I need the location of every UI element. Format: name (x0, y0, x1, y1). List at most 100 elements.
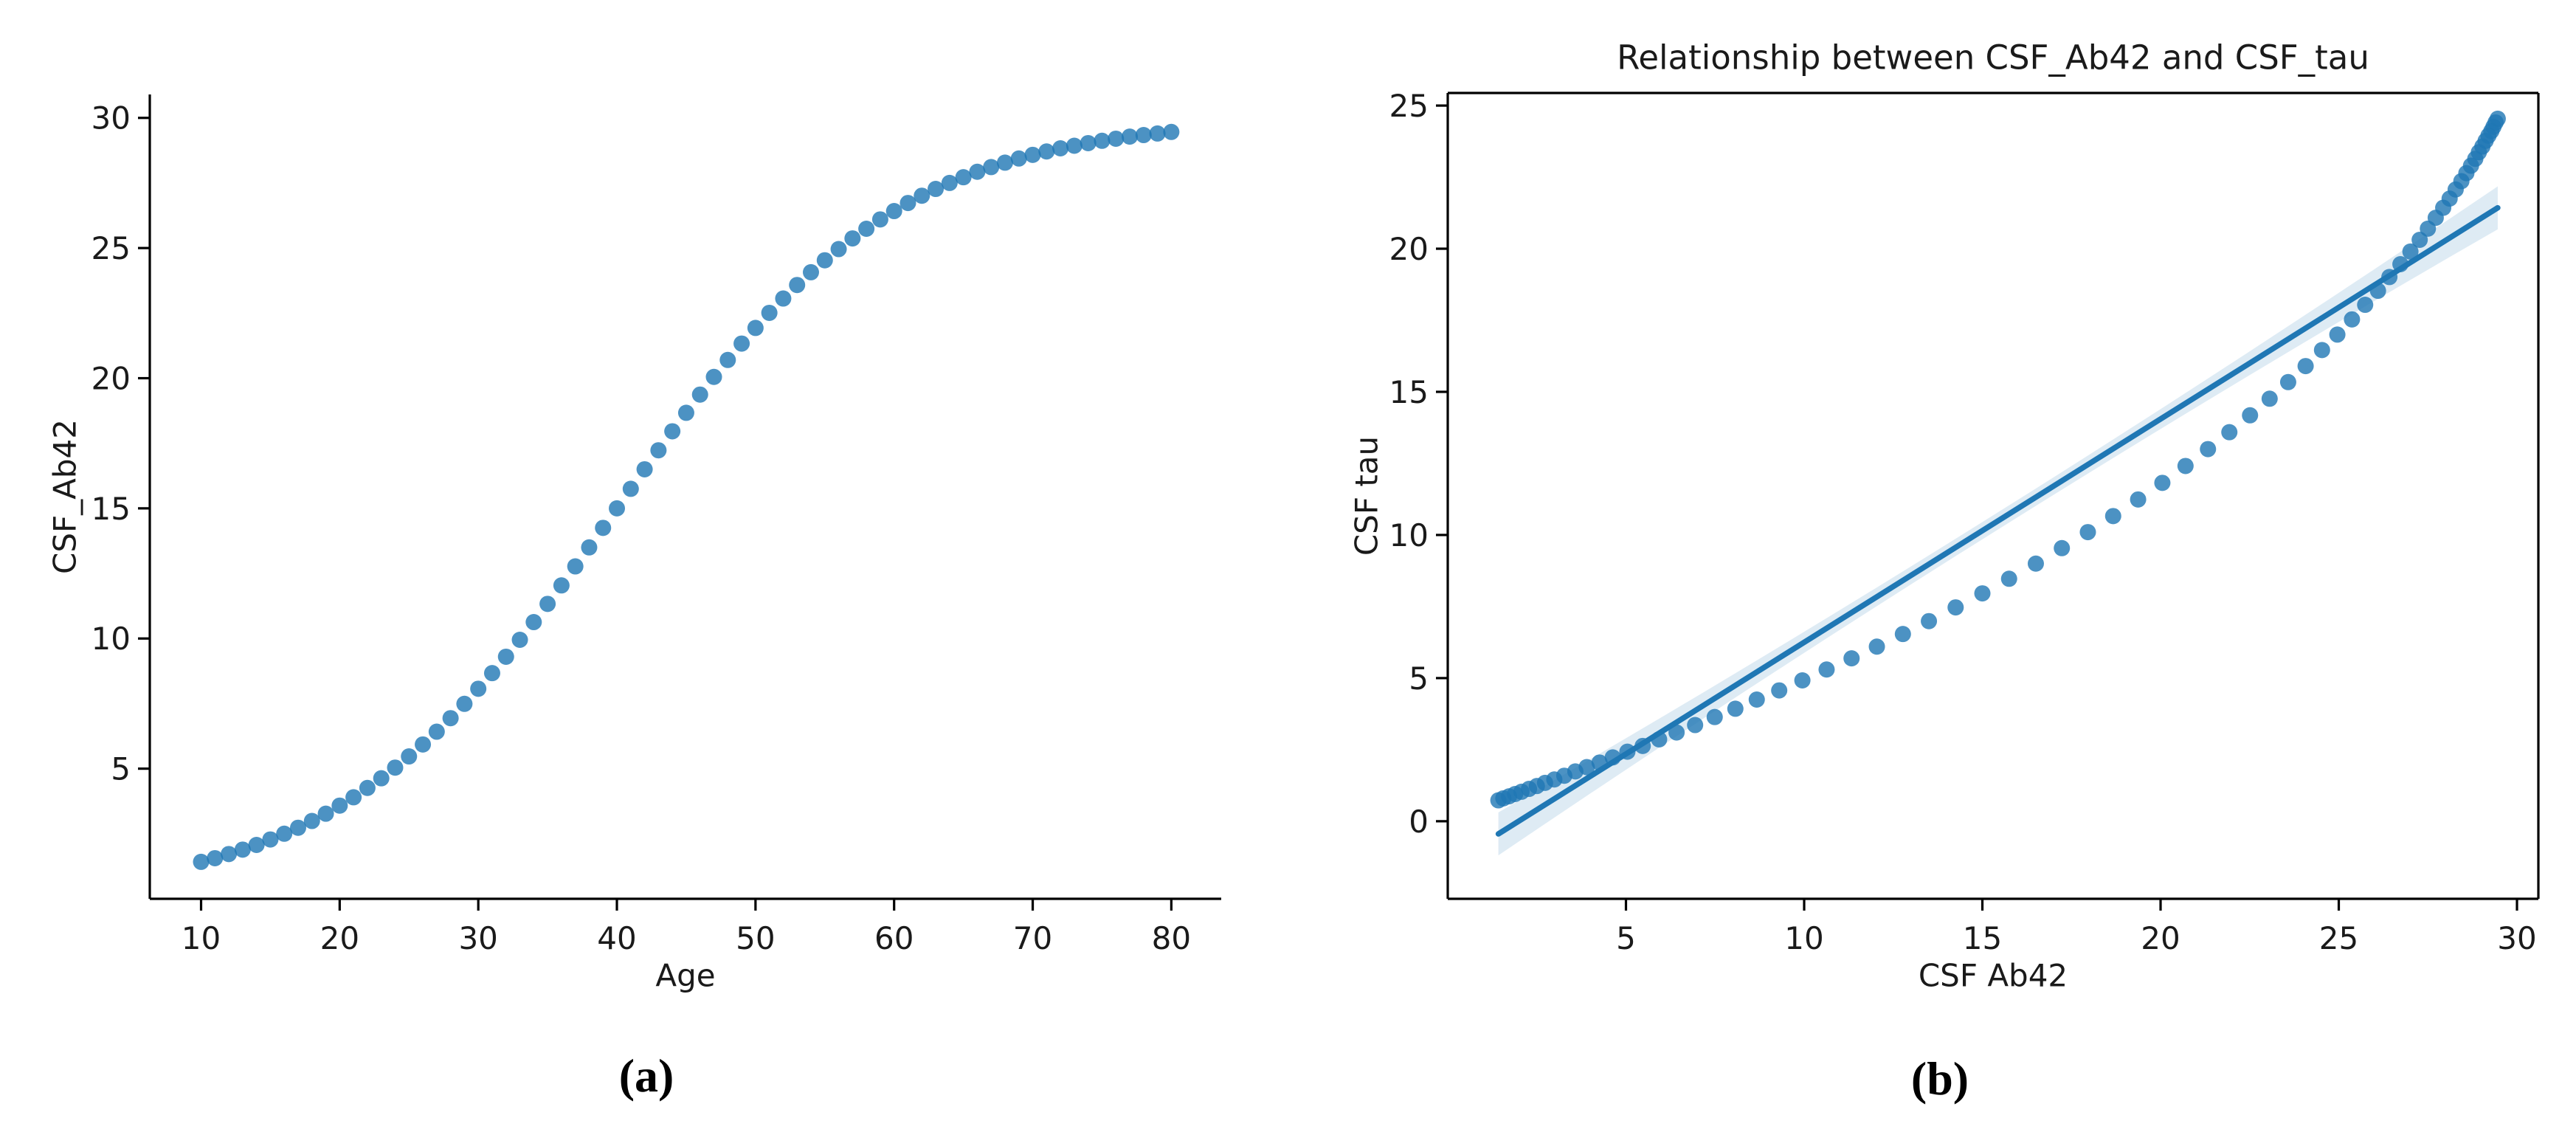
scatter-point (1634, 737, 1651, 754)
y-tick-label: 25 (1389, 88, 1429, 124)
y-tick-label: 0 (1409, 804, 1429, 840)
plot-b-xlabel: CSF Ab42 (1918, 957, 2068, 994)
scatter-point (345, 789, 362, 806)
scatter-point (1163, 123, 1180, 140)
panel-label-b: (b) (1910, 1052, 1969, 1105)
scatter-point (1947, 599, 1964, 616)
x-tick-label: 20 (2141, 920, 2180, 956)
scatter-point (221, 846, 238, 863)
scatter-point (359, 779, 376, 796)
scatter-point (1122, 128, 1139, 145)
y-tick-label: 15 (91, 491, 131, 527)
scatter-point (262, 831, 279, 848)
scatter-point (2242, 407, 2259, 424)
panel-label-a: (a) (618, 1049, 674, 1102)
scatter-point (553, 577, 570, 594)
scatter-point (1578, 759, 1595, 776)
scatter-point (1868, 638, 1885, 655)
scatter-point (428, 723, 445, 740)
scatter-point (928, 181, 945, 198)
scatter-point (941, 174, 958, 191)
scatter-point (914, 187, 930, 204)
scatter-point (1706, 708, 1723, 725)
scatter-point (2357, 297, 2374, 314)
scatter-point (871, 211, 888, 228)
x-tick-label: 40 (597, 920, 636, 956)
scatter-point (761, 304, 778, 321)
scatter-point (401, 748, 418, 765)
scatter-point (2200, 441, 2217, 458)
scatter-point (1135, 127, 1152, 144)
scatter-point (1727, 700, 1744, 717)
scatter-point (2279, 373, 2296, 390)
scatter-point (664, 423, 681, 440)
scatter-point (2079, 524, 2096, 541)
scatter-point (1668, 724, 1685, 741)
scatter-point (2344, 311, 2361, 328)
scatter-point (1024, 146, 1041, 163)
plot-b-ylabel: CSF tau (1348, 435, 1385, 556)
x-tick-label: 30 (2497, 920, 2536, 956)
scatter-point (622, 480, 639, 497)
scatter-point (1818, 661, 1835, 678)
x-tick-label: 10 (182, 920, 221, 956)
scatter-point (2261, 390, 2278, 407)
scatter-point (2411, 232, 2428, 249)
x-tick-label: 60 (874, 920, 914, 956)
scatter-point (483, 665, 500, 682)
scatter-point (2221, 424, 2238, 441)
scatter-point (789, 277, 806, 294)
scatter-point (1651, 731, 1668, 748)
scatter-point (969, 163, 986, 180)
x-tick-label: 5 (1616, 920, 1636, 956)
scatter-point (303, 812, 320, 829)
scatter-point (885, 203, 902, 220)
scatter-point (2381, 269, 2398, 286)
scatter-point (1591, 754, 1608, 771)
scatter-point (1894, 626, 1911, 643)
scatter-point (1108, 130, 1125, 147)
scatter-point (248, 836, 265, 853)
scatter-point (1794, 672, 1811, 689)
scatter-point (1843, 650, 1860, 667)
scatter-point (2392, 255, 2409, 272)
y-tick-label: 30 (91, 100, 131, 137)
scatter-point (373, 770, 390, 787)
scatter-point (2297, 358, 2314, 375)
scatter-point (1010, 150, 1027, 167)
scatter-point (2402, 243, 2419, 260)
scatter-point (581, 539, 598, 556)
scatter-point (2369, 283, 2386, 300)
scatter-point (858, 221, 875, 238)
x-tick-label: 70 (1013, 920, 1052, 956)
scatter-point (719, 351, 736, 368)
scatter-point (830, 241, 847, 258)
scatter-point (1748, 691, 1765, 708)
scatter-point (2329, 326, 2346, 343)
scatter-point (511, 632, 528, 649)
scatter-point (1921, 612, 1938, 629)
scatter-point (816, 252, 833, 269)
scatter-point (844, 230, 861, 247)
scatter-point (276, 825, 293, 842)
scatter-point (733, 335, 750, 352)
y-tick-label: 15 (1389, 374, 1429, 410)
x-tick-label: 25 (2319, 920, 2358, 956)
scatter-point (456, 695, 473, 712)
scatter-point (2177, 458, 2194, 474)
scatter-point (442, 710, 459, 727)
y-tick-label: 5 (111, 751, 131, 787)
scatter-point (1038, 143, 1055, 160)
x-tick-label: 30 (458, 920, 497, 956)
scatter-point (650, 442, 667, 459)
scatter-point (1149, 125, 1166, 142)
x-tick-label: 80 (1152, 920, 1191, 956)
scatter-point (1080, 134, 1097, 151)
scatter-point (595, 520, 612, 536)
y-tick-label: 10 (91, 621, 131, 657)
scatter-point (2000, 570, 2017, 587)
scatter-point (1771, 682, 1788, 699)
y-tick-label: 5 (1409, 660, 1429, 697)
scatter-point (567, 558, 584, 575)
